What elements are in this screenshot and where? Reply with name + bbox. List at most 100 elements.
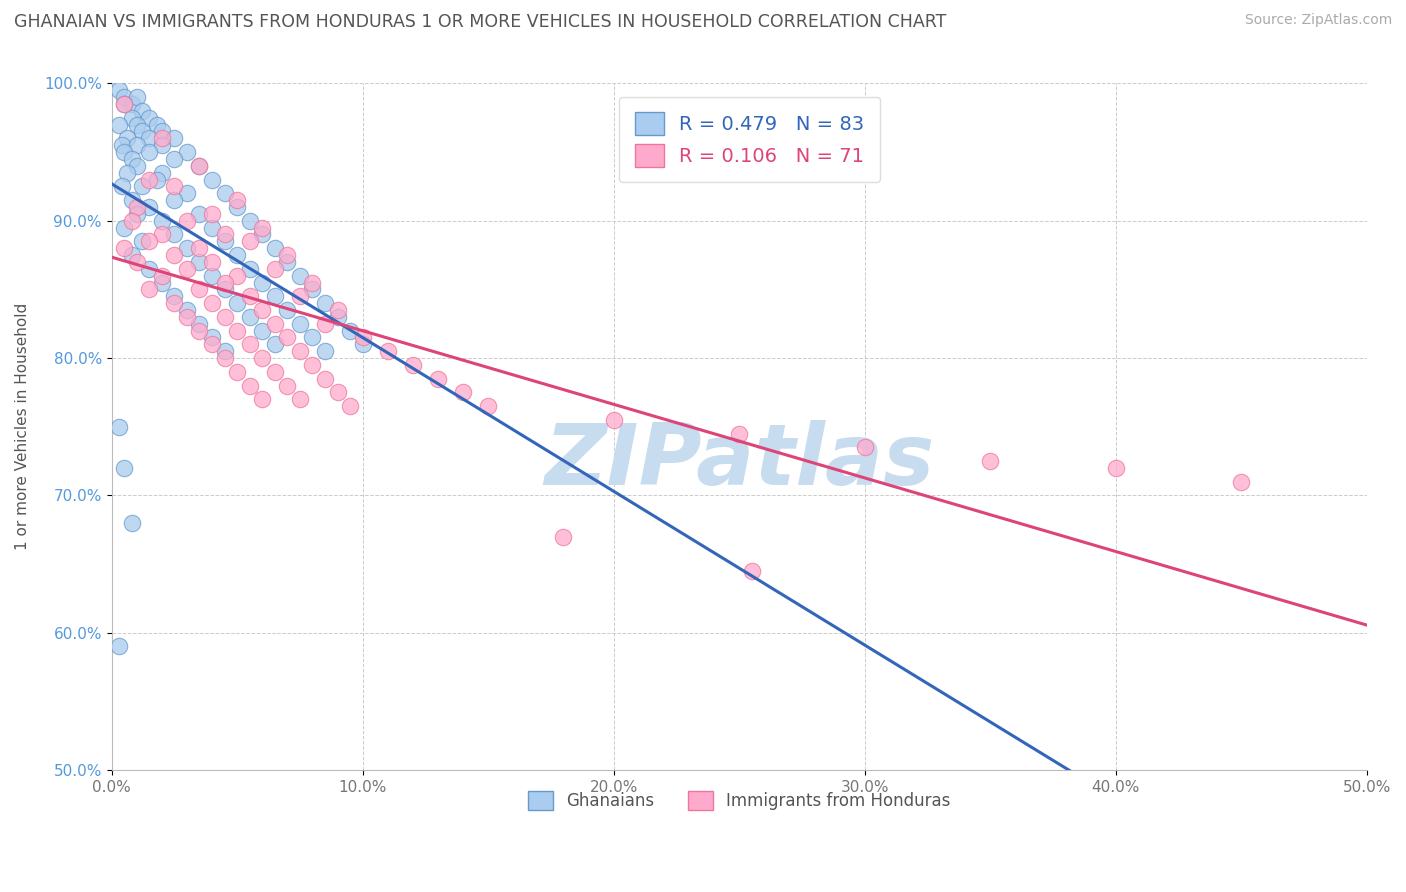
Point xyxy=(176,261,198,276)
Point xyxy=(979,454,1001,468)
Point xyxy=(188,282,211,296)
Point xyxy=(112,97,135,112)
Point xyxy=(276,248,298,262)
Point xyxy=(226,248,249,262)
Point xyxy=(121,193,143,207)
Point xyxy=(146,118,169,132)
Point xyxy=(239,337,262,351)
Point xyxy=(138,282,160,296)
Point xyxy=(214,344,236,359)
Point xyxy=(214,227,236,242)
Point xyxy=(201,220,224,235)
Point xyxy=(288,344,311,359)
Point xyxy=(121,516,143,530)
Point xyxy=(112,220,135,235)
Point xyxy=(108,83,131,97)
Point xyxy=(125,118,148,132)
Point xyxy=(226,200,249,214)
Point xyxy=(288,392,311,407)
Point xyxy=(201,330,224,344)
Point xyxy=(263,317,285,331)
Text: Source: ZipAtlas.com: Source: ZipAtlas.com xyxy=(1244,13,1392,28)
Point xyxy=(728,426,751,441)
Point xyxy=(150,138,173,153)
Point xyxy=(176,310,198,324)
Point xyxy=(188,324,211,338)
Point xyxy=(131,179,153,194)
Point xyxy=(163,296,186,310)
Point xyxy=(352,337,374,351)
Point xyxy=(301,276,323,290)
Point xyxy=(163,193,186,207)
Point xyxy=(214,235,236,249)
Point xyxy=(150,268,173,283)
Point xyxy=(301,330,323,344)
Point xyxy=(451,385,474,400)
Point xyxy=(176,145,198,160)
Point xyxy=(263,241,285,255)
Point xyxy=(252,351,274,365)
Point xyxy=(163,248,186,262)
Point xyxy=(115,166,138,180)
Point xyxy=(263,289,285,303)
Point xyxy=(176,186,198,201)
Point xyxy=(121,111,143,125)
Point xyxy=(121,152,143,166)
Point xyxy=(339,324,361,338)
Point xyxy=(853,440,876,454)
Text: GHANAIAN VS IMMIGRANTS FROM HONDURAS 1 OR MORE VEHICLES IN HOUSEHOLD CORRELATION: GHANAIAN VS IMMIGRANTS FROM HONDURAS 1 O… xyxy=(14,13,946,31)
Point xyxy=(314,296,336,310)
Point xyxy=(263,337,285,351)
Point xyxy=(402,358,425,372)
Point xyxy=(201,337,224,351)
Point xyxy=(314,317,336,331)
Point xyxy=(326,310,349,324)
Point xyxy=(276,255,298,269)
Point xyxy=(214,282,236,296)
Point xyxy=(201,207,224,221)
Text: ZIPatlas: ZIPatlas xyxy=(544,419,935,502)
Point xyxy=(108,419,131,434)
Point xyxy=(239,235,262,249)
Point xyxy=(252,392,274,407)
Point xyxy=(301,358,323,372)
Point xyxy=(276,330,298,344)
Point xyxy=(214,310,236,324)
Point xyxy=(226,268,249,283)
Point xyxy=(138,172,160,186)
Point xyxy=(252,324,274,338)
Point xyxy=(239,310,262,324)
Point xyxy=(314,372,336,386)
Point xyxy=(131,235,153,249)
Point xyxy=(150,166,173,180)
Point xyxy=(111,138,134,153)
Point xyxy=(188,207,211,221)
Point xyxy=(125,138,148,153)
Point xyxy=(163,179,186,194)
Point xyxy=(138,131,160,145)
Point xyxy=(276,303,298,318)
Point xyxy=(602,413,624,427)
Point xyxy=(252,227,274,242)
Point xyxy=(125,207,148,221)
Point xyxy=(163,131,186,145)
Point xyxy=(326,385,349,400)
Point xyxy=(138,145,160,160)
Point xyxy=(339,399,361,413)
Point xyxy=(131,103,153,118)
Point xyxy=(138,235,160,249)
Point xyxy=(263,261,285,276)
Point xyxy=(108,640,131,654)
Point xyxy=(239,261,262,276)
Point xyxy=(239,213,262,227)
Point xyxy=(188,159,211,173)
Point xyxy=(138,261,160,276)
Point xyxy=(426,372,449,386)
Point xyxy=(150,276,173,290)
Point xyxy=(352,330,374,344)
Point xyxy=(252,276,274,290)
Point xyxy=(276,378,298,392)
Point xyxy=(226,365,249,379)
Point xyxy=(326,303,349,318)
Point xyxy=(163,152,186,166)
